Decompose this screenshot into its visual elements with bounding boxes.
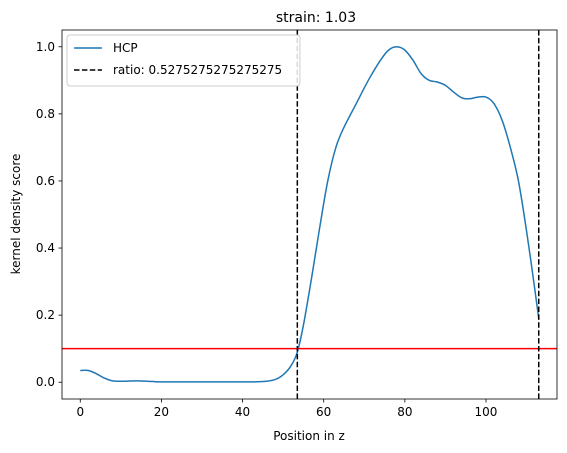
legend-hcp-label: HCP [113,41,138,55]
chart-title: strain: 1.03 [276,10,356,26]
y-tick-label: 0.6 [36,174,55,188]
x-tick-label: 80 [397,405,412,419]
x-tick-label: 60 [316,405,331,419]
y-tick-label: 0.4 [36,241,55,255]
series-layer [62,30,557,399]
x-axis-label: Position in z [273,429,345,443]
legend-ratio-label: ratio: 0.5275275275275275 [113,63,282,77]
y-tick-label: 0.8 [36,107,55,121]
y-tick-label: 1.0 [36,40,55,54]
y-axis-label: kernel density score [9,154,23,275]
x-tick-label: 0 [76,405,84,419]
y-axis-ticks: 0.0 0.2 0.4 0.6 0.8 1.0 [36,40,62,389]
series-line-hcp [80,46,540,383]
y-tick-label: 0.2 [36,308,55,322]
x-axis-ticks: 0 20 40 60 80 100 [76,399,497,419]
x-tick-label: 100 [475,405,498,419]
legend: HCP ratio: 0.5275275275275275 [66,34,301,87]
x-tick-label: 40 [235,405,250,419]
plot-area [61,29,558,400]
legend-box [66,34,301,87]
y-tick-label: 0.0 [36,375,55,389]
plot-frame [61,29,558,400]
x-tick-label: 20 [154,405,169,419]
